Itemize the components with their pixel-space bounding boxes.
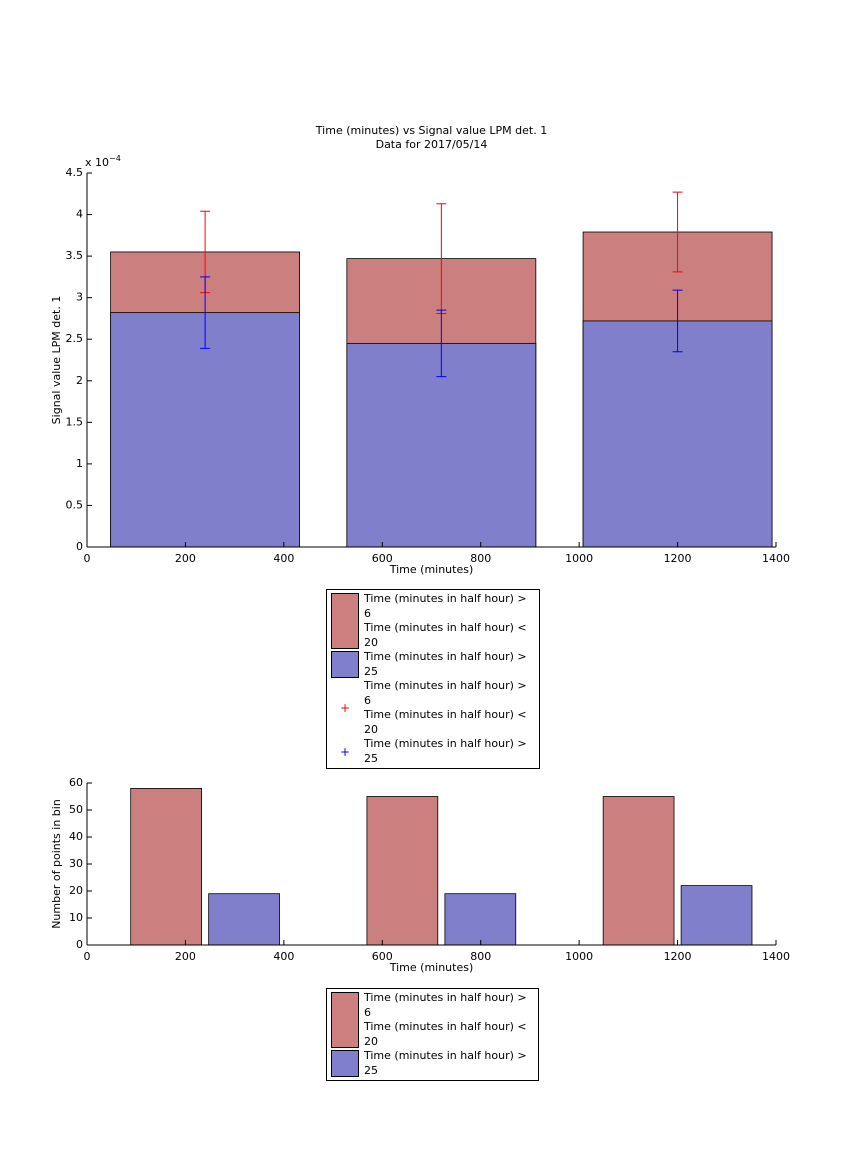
x-tick-label: 1000: [565, 950, 593, 963]
x-tick-label: 400: [273, 552, 294, 565]
x-tick-label: 1400: [762, 552, 790, 565]
y-tick-label: 50: [69, 803, 83, 816]
bar: [582, 320, 773, 548]
y-multiplier: x 10−4: [85, 154, 121, 170]
x-tick-label: 1200: [664, 950, 692, 963]
legend-marker: +: [339, 744, 351, 759]
legend-entry: + Time (minutes in half hour) > 25: [331, 737, 535, 766]
y-tick-label: 2.5: [66, 332, 84, 345]
legend-swatch: [331, 650, 359, 679]
y-tick-label: 3: [76, 291, 83, 304]
x-tick-label: 0: [84, 552, 91, 565]
x-tick-label: 400: [273, 950, 294, 963]
legend-entry: Time (minutes in half hour) > 25: [331, 1049, 534, 1078]
bar: [346, 342, 537, 548]
x-tick-label: 1400: [762, 950, 790, 963]
legend-label: Time (minutes in half hour) > 25: [364, 737, 527, 765]
y-axis-label: Signal value LPM det. 1: [50, 296, 63, 425]
y-tick-label: 4.5: [66, 166, 84, 179]
bar: [110, 312, 301, 548]
y-tick-label: 60: [69, 776, 83, 789]
bar: [208, 893, 280, 946]
error-bar: [672, 289, 683, 353]
bar: [680, 885, 753, 946]
bar: [602, 796, 675, 946]
x-tick-label: 1000: [565, 552, 593, 565]
y-tick-label: 0.5: [66, 498, 84, 511]
bar: [444, 893, 517, 946]
x-tick-label: 0: [84, 950, 91, 963]
legend-swatch: [331, 592, 359, 650]
y-tick-label: 1: [76, 457, 83, 470]
y-axis-label: Number of points in bin: [50, 799, 63, 929]
bar: [130, 788, 202, 946]
x-axis-label: Time (minutes): [389, 563, 474, 576]
legend-label: Time (minutes in half hour) > 6 Time (mi…: [364, 679, 527, 736]
legend-entry: Time (minutes in half hour) > 25: [331, 650, 535, 679]
legend-marker: +: [339, 700, 351, 715]
legend-label: Time (minutes in half hour) > 6 Time (mi…: [364, 991, 527, 1048]
y-tick-label: 40: [69, 830, 83, 843]
y-tick-label: 0: [76, 540, 83, 553]
x-tick-label: 200: [175, 552, 196, 565]
y-multiplier-exponent: −4: [109, 154, 121, 163]
error-bar: [200, 276, 211, 349]
legend: Time (minutes in half hour) > 6 Time (mi…: [326, 589, 540, 769]
y-tick-label: 0: [76, 938, 83, 951]
x-tick-label: 600: [372, 552, 393, 565]
x-tick-label: 1200: [664, 552, 692, 565]
x-tick-label: 600: [372, 950, 393, 963]
legend-entry: Time (minutes in half hour) > 6 Time (mi…: [331, 592, 535, 650]
legend-label: Time (minutes in half hour) > 25: [364, 650, 527, 678]
y-tick-label: 3.5: [66, 249, 84, 262]
legend: Time (minutes in half hour) > 6 Time (mi…: [326, 988, 539, 1081]
y-tick-label: 4: [76, 208, 83, 221]
bar: [366, 796, 439, 946]
error-bar: [672, 191, 683, 273]
y-tick-label: 30: [69, 857, 83, 870]
legend-swatch: [331, 1049, 359, 1078]
y-tick-label: 20: [69, 884, 83, 897]
y-tick-label: 2: [76, 374, 83, 387]
legend-entry: + Time (minutes in half hour) > 6 Time (m…: [331, 679, 535, 737]
x-tick-label: 200: [175, 950, 196, 963]
legend-label: Time (minutes in half hour) > 6 Time (mi…: [364, 592, 527, 649]
chart-title: Time (minutes) vs Signal value LPM det. …: [315, 124, 547, 137]
x-tick-label: 800: [470, 950, 491, 963]
error-bar: [436, 309, 447, 378]
y-multiplier-base: x 10: [85, 156, 109, 169]
x-tick-label: 800: [470, 552, 491, 565]
y-tick-label: 1.5: [66, 415, 84, 428]
legend-label: Time (minutes in half hour) > 25: [364, 1049, 527, 1077]
y-tick-label: 10: [69, 911, 83, 924]
chart-subtitle: Data for 2017/05/14: [376, 138, 488, 151]
legend-entry: Time (minutes in half hour) > 6 Time (mi…: [331, 991, 534, 1049]
x-axis-label: Time (minutes): [389, 961, 474, 974]
legend-swatch: [331, 991, 359, 1049]
